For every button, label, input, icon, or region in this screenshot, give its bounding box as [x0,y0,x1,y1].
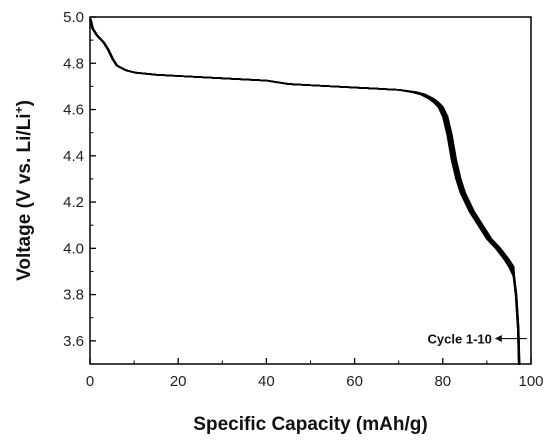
y-tick-label: 5.0 [63,9,84,26]
x-axis-title: Specific Capacity (mAh/g) [193,414,427,435]
cycle-curve [89,18,520,365]
x-tick-label: 0 [86,373,94,390]
y-tick-label: 3.8 [63,287,84,304]
y-tick-label: 4.2 [63,194,84,211]
x-tick-label: 100 [518,373,543,390]
y-tick-labels: 3.6 3.8 4.0 4.2 4.4 4.6 4.8 5.0 [63,9,84,350]
y-tick-label: 4.4 [63,148,84,165]
cycle-annotation: Cycle 1-10 [428,332,527,347]
y-tick-label: 4.6 [63,102,84,119]
cycle-curve [89,18,520,365]
y-axis-title: Voltage (V vs. Li/Li+) [12,100,35,281]
plot-frame [89,16,532,365]
x-tick-labels: 0 20 40 60 80 100 [86,373,544,390]
cycle-curve [89,18,520,365]
y-axis-title-superscript: + [12,106,26,113]
y-axis-title-main: Voltage (V vs. Li/Li [14,113,35,281]
cycle-curve [90,18,521,365]
cycle-annotation-label: Cycle 1-10 [428,332,492,347]
cycle-curve [89,18,521,365]
cycle-curve [89,18,520,365]
cycle-curve [89,18,521,365]
y-axis-title-close: ) [14,100,35,106]
cycle-curve [89,18,520,365]
x-tick-label: 20 [170,373,187,390]
x-tick-label: 80 [434,373,451,390]
x-tick-label: 60 [346,373,363,390]
y-tick-marks [90,16,96,365]
y-tick-label: 3.6 [63,333,84,350]
cycle-curve [90,18,521,365]
cycle-curve [89,18,520,365]
discharge-curves [89,18,521,365]
x-tick-label: 40 [258,373,275,390]
x-tick-marks [89,358,532,364]
arrow-head-icon [494,335,502,343]
y-tick-label: 4.8 [63,55,84,72]
y-tick-label: 4.0 [63,240,84,257]
